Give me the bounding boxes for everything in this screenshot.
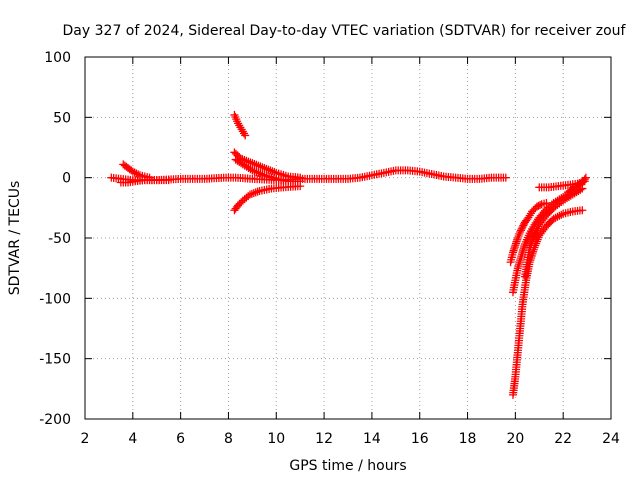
data-point — [248, 159, 257, 168]
data-point — [235, 121, 244, 130]
x-tick-label: 8 — [224, 431, 233, 447]
y-tick-label: 50 — [53, 110, 71, 126]
axis-ticks — [84, 56, 612, 420]
data-point — [234, 119, 243, 128]
data-point — [237, 125, 246, 134]
data-point — [536, 201, 545, 210]
data-point — [252, 160, 261, 169]
data-point — [531, 228, 540, 237]
x-tick-label: 2 — [81, 431, 90, 447]
data-point — [264, 165, 273, 174]
data-point — [238, 127, 247, 136]
y-axis-label: SDTVAR / TECUs — [7, 181, 23, 296]
data-point — [248, 166, 257, 175]
data-point — [258, 163, 267, 172]
x-tick-label: 24 — [602, 431, 620, 447]
x-tick-label: 18 — [459, 431, 477, 447]
data-point — [254, 168, 263, 177]
data-point — [532, 226, 541, 235]
series-track-j — [520, 184, 587, 281]
data-point — [256, 169, 265, 178]
data-point — [296, 182, 305, 191]
data-point — [250, 159, 259, 168]
x-tick-label: 4 — [128, 431, 137, 447]
data-point — [553, 212, 562, 221]
y-tick-label: 100 — [44, 50, 71, 66]
data-point — [258, 170, 267, 179]
data-point — [513, 234, 522, 242]
series-track-f — [230, 182, 305, 215]
data-point — [530, 230, 539, 239]
data-point — [236, 123, 245, 132]
data-point — [578, 206, 587, 215]
grid-lines — [85, 57, 611, 419]
series-track-l — [563, 173, 590, 197]
y-tick-label: -100 — [39, 291, 71, 307]
data-point — [246, 165, 255, 174]
series-track-c — [230, 110, 250, 140]
data-point — [130, 168, 139, 177]
chart-title: Day 327 of 2024, Sidereal Day-to-day VTE… — [63, 23, 627, 39]
data-point — [252, 168, 261, 177]
series-baseline — [107, 166, 510, 185]
data-point — [514, 231, 523, 240]
data-point — [239, 129, 248, 138]
data-point — [247, 189, 256, 198]
data-point — [250, 167, 259, 176]
x-tick-label: 6 — [176, 431, 185, 447]
data-point — [241, 131, 250, 140]
y-tick-label: 0 — [62, 171, 71, 187]
data-point — [268, 167, 277, 176]
data-point — [515, 229, 524, 238]
data-point — [251, 188, 260, 197]
data-point — [260, 164, 269, 173]
x-tick-label: 16 — [411, 431, 429, 447]
data-point — [551, 213, 560, 222]
data-point — [254, 161, 263, 170]
y-tick-label: -150 — [39, 352, 71, 368]
data-point — [266, 166, 275, 175]
x-tick-label: 22 — [554, 431, 572, 447]
data-point — [245, 190, 254, 199]
data-points — [107, 110, 590, 399]
data-point — [132, 169, 141, 178]
data-point — [145, 173, 154, 182]
data-point — [524, 213, 533, 222]
data-point — [525, 211, 534, 220]
data-point — [501, 173, 510, 182]
data-point — [253, 187, 262, 196]
data-point — [246, 158, 255, 167]
data-point — [164, 176, 173, 185]
y-tick-label: -200 — [39, 412, 71, 428]
data-point — [256, 162, 265, 171]
series-track-g — [506, 199, 551, 267]
series-track-e — [231, 155, 305, 186]
data-point — [581, 173, 590, 182]
series-track-b — [119, 160, 154, 182]
x-axis-label: GPS time / hours — [289, 458, 406, 474]
data-point — [262, 164, 271, 173]
data-point — [128, 167, 137, 176]
series-track-h — [508, 206, 587, 399]
data-point — [134, 170, 143, 179]
series-track-a — [116, 176, 173, 187]
data-point — [580, 175, 589, 184]
data-point — [533, 224, 542, 233]
data-point — [555, 211, 564, 220]
tick-labels: 2 4 6 8 10 12 14 16 18 20 22 24100500-50-100-150-20… — [39, 50, 620, 447]
data-point — [549, 214, 558, 223]
data-point — [557, 210, 566, 219]
x-tick-label: 14 — [363, 431, 381, 447]
data-point — [249, 189, 258, 198]
x-tick-label: 12 — [315, 431, 333, 447]
x-tick-label: 20 — [506, 431, 524, 447]
y-tick-label: -50 — [48, 231, 71, 247]
x-tick-label: 10 — [267, 431, 285, 447]
